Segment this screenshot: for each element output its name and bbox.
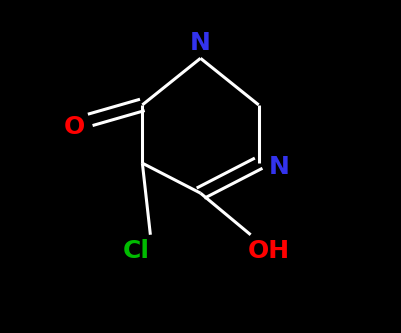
Text: O: O	[64, 115, 85, 139]
Text: N: N	[268, 155, 289, 178]
Text: N: N	[190, 31, 211, 55]
Text: OH: OH	[247, 239, 290, 263]
Text: Cl: Cl	[123, 239, 150, 263]
